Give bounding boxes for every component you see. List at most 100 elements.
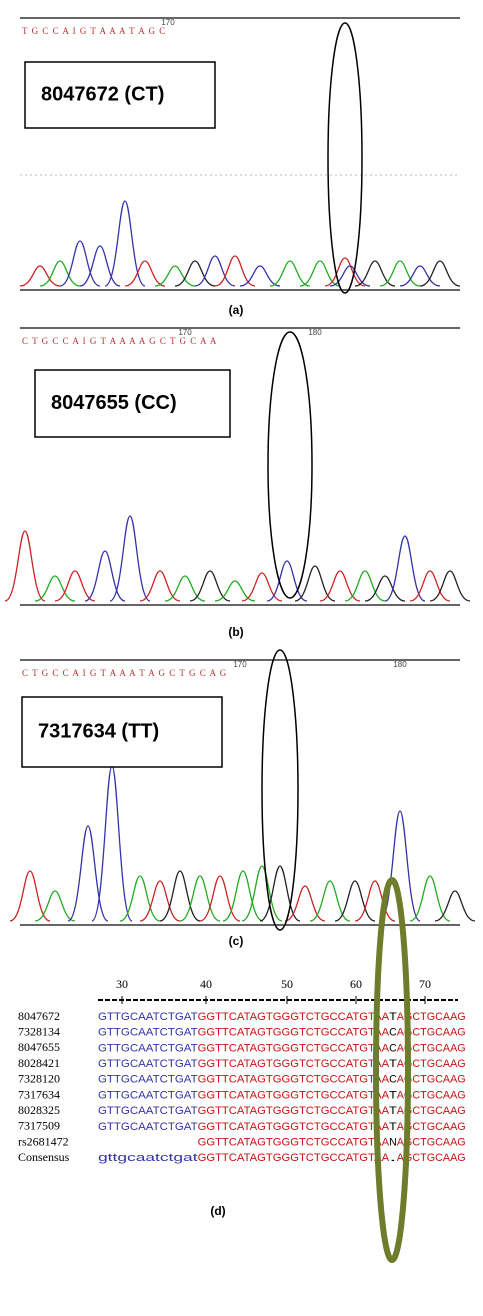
row-name: 7328120 bbox=[18, 1072, 60, 1086]
sequence-suffix: AGCTGCAAG bbox=[397, 1058, 466, 1070]
sequence-suffix: AGCTGCAAG bbox=[397, 1121, 466, 1133]
sequence: GGTTCATAGTGGGTCTGCCATGTAA bbox=[198, 1089, 390, 1101]
sample-label: 7317634 (TT) bbox=[38, 720, 159, 742]
trace-peak bbox=[104, 200, 146, 287]
trace-peak bbox=[266, 560, 308, 602]
trace-peak bbox=[164, 575, 206, 602]
sequence: GGTTCATAGTGGGTCTGCCATGTAA bbox=[198, 1105, 390, 1117]
highlight-ellipse bbox=[261, 649, 299, 931]
trace-peak bbox=[434, 890, 476, 922]
trace-peak bbox=[139, 880, 181, 922]
row-name: 7317634 bbox=[18, 1087, 60, 1101]
row-name: 8047655 bbox=[18, 1040, 60, 1054]
snp-site: T bbox=[389, 1105, 397, 1117]
snp-site: N bbox=[389, 1137, 397, 1149]
trace-peak bbox=[39, 260, 81, 287]
sequence-suffix: AGCTGCAAG bbox=[397, 1074, 466, 1086]
sequence-prefix: GTTGCAATCTGAT bbox=[98, 1121, 198, 1133]
trace-peak bbox=[429, 570, 471, 602]
sequence-prefix: GTTGCAATCTGAT bbox=[98, 1058, 198, 1070]
snp-site: C bbox=[389, 1027, 397, 1039]
ruler-number: 70 bbox=[419, 977, 431, 991]
trace-peak bbox=[179, 875, 221, 922]
panel-label: (d) bbox=[210, 1204, 225, 1218]
sequence-suffix: AGCTGCAAG bbox=[397, 1137, 466, 1149]
sequence-prefix: GTTGCAATCTGAT bbox=[98, 1074, 198, 1086]
trace-peak bbox=[139, 570, 181, 602]
trace-peak bbox=[34, 890, 76, 922]
sequence-prefix: GTTGCAATCTGAT bbox=[98, 1042, 198, 1054]
panel-label: (c) bbox=[229, 934, 244, 948]
row-name: 7328134 bbox=[18, 1024, 60, 1038]
trace-peak bbox=[214, 580, 256, 602]
position: 170 bbox=[233, 660, 247, 669]
row-name: 8028325 bbox=[18, 1103, 60, 1117]
position: 180 bbox=[308, 328, 322, 337]
position: 180 bbox=[393, 660, 407, 669]
ruler-number: 50 bbox=[281, 977, 293, 991]
snp-site: C bbox=[389, 1042, 397, 1054]
trace-peak bbox=[294, 565, 336, 602]
sequence-suffix: AGCTGCAAG bbox=[397, 1152, 466, 1164]
panel-label: (a) bbox=[229, 303, 244, 317]
row-name: 8047672 bbox=[18, 1009, 60, 1023]
trace-peak bbox=[154, 265, 196, 287]
trace-peak bbox=[119, 875, 161, 922]
trace-peak bbox=[259, 865, 301, 922]
snp-highlight bbox=[373, 877, 411, 1263]
sample-label: 8047655 (CC) bbox=[51, 392, 177, 414]
trace-peak bbox=[34, 575, 76, 602]
trace-peak bbox=[324, 257, 366, 287]
trace-peak bbox=[189, 570, 231, 602]
sequence-suffix: AGCTGCAAG bbox=[397, 1105, 466, 1117]
trace-peak bbox=[19, 265, 61, 287]
snp-site: C bbox=[389, 1074, 397, 1086]
trace-peak bbox=[109, 515, 151, 602]
highlight-ellipse bbox=[267, 331, 313, 599]
row-name: rs2681472 bbox=[18, 1134, 69, 1148]
trace-peak bbox=[284, 885, 326, 922]
trace-peak bbox=[214, 255, 256, 287]
position: 170 bbox=[178, 328, 192, 337]
ruler-number: 40 bbox=[200, 977, 212, 991]
sequence-suffix: AGCTGCAAG bbox=[397, 1042, 466, 1054]
sequence: GGTTCATAGTGGGTCTGCCATGTAA bbox=[198, 1058, 390, 1070]
sample-box bbox=[34, 369, 231, 438]
snp-site: . bbox=[389, 1152, 397, 1164]
trace-peak bbox=[241, 865, 283, 922]
trace-peak bbox=[4, 530, 46, 602]
sequence: GGTTCATAGTGGGTCTGCCATGTAA bbox=[198, 1027, 390, 1039]
trace-peak bbox=[269, 260, 311, 287]
trace-peak bbox=[159, 870, 201, 922]
trace-peak bbox=[194, 255, 236, 287]
ruler-number: 30 bbox=[116, 977, 128, 991]
sequence-prefix: GTTGCAATCTGAT bbox=[98, 1089, 198, 1101]
trace-peak bbox=[222, 870, 264, 922]
row-name: 8028421 bbox=[18, 1056, 60, 1070]
base-calls: C T G C C A I G T A A A A G C T G C A A bbox=[22, 336, 217, 346]
trace-peak bbox=[319, 570, 361, 602]
sequence: GGTTCATAGTGGGTCTGCCATGTAA bbox=[198, 1074, 390, 1086]
snp-site: T bbox=[389, 1058, 397, 1070]
trace-peak bbox=[364, 575, 406, 602]
trace-peak bbox=[334, 880, 376, 922]
trace-peak bbox=[409, 570, 451, 602]
trace-peak bbox=[354, 880, 396, 922]
highlight-ellipse bbox=[327, 22, 363, 294]
sequence: GGTTCATAGTGGGTCTGCCATGTAA bbox=[198, 1137, 390, 1149]
sequence-suffix: AGCTGCAAG bbox=[397, 1089, 466, 1101]
sequence-prefix: gttgcaatctgat bbox=[98, 1152, 198, 1164]
sequence-suffix: AGCTGCAAG bbox=[397, 1027, 466, 1039]
trace-peak bbox=[239, 265, 281, 287]
trace-peak bbox=[9, 870, 51, 922]
base-calls: C T G C C A I G T A A A T A G C T G C A … bbox=[22, 668, 227, 678]
sequence: GGTTCATAGTGGGTCTGCCATGTAA bbox=[198, 1152, 390, 1164]
snp-site: T bbox=[389, 1011, 397, 1023]
trace-peak bbox=[384, 535, 426, 602]
sequence-suffix: AGCTGCAAG bbox=[397, 1011, 466, 1023]
trace-peak bbox=[174, 260, 216, 287]
trace-peak bbox=[309, 880, 351, 922]
row-name: 7317509 bbox=[18, 1119, 60, 1133]
sequence: GGTTCATAGTGGGTCTGCCATGTAA bbox=[198, 1042, 390, 1054]
sequence-prefix: GTTGCAATCTGAT bbox=[98, 1105, 198, 1117]
